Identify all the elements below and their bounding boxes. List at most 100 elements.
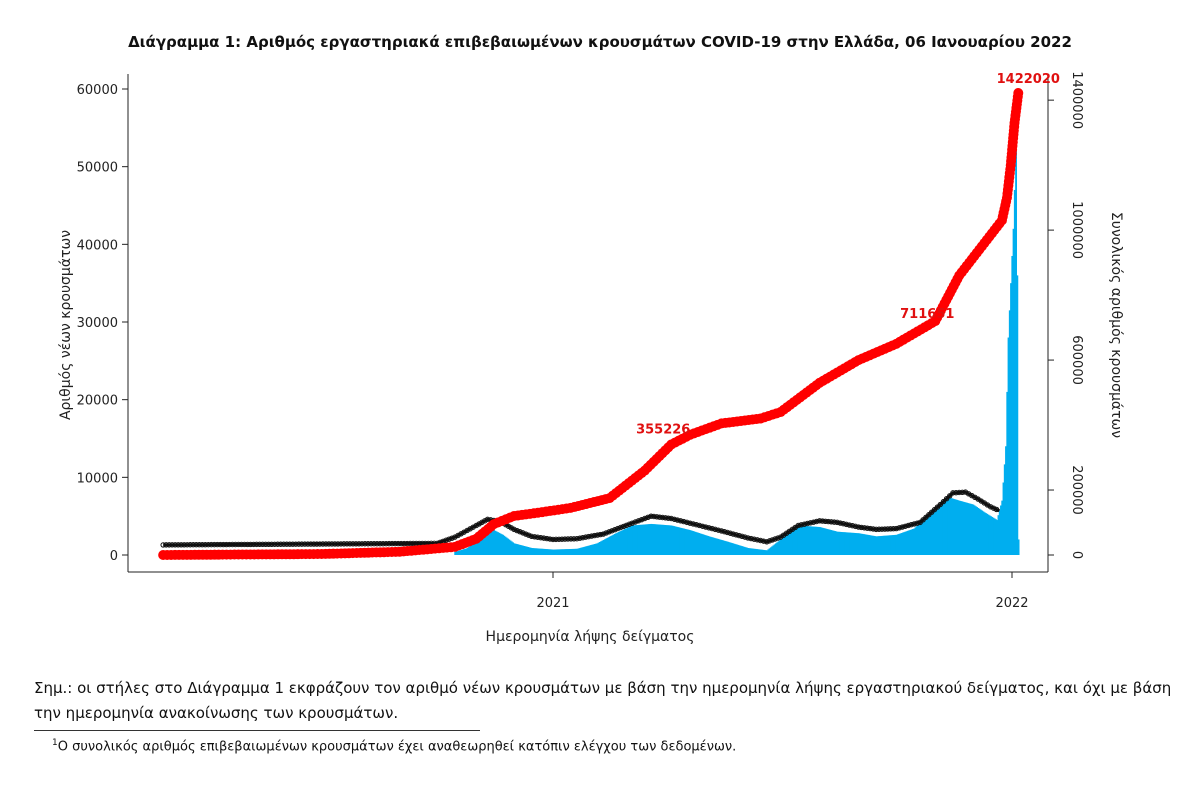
bar [572,548,575,555]
black-series-point [896,525,902,531]
black-series-point [163,542,169,548]
bar [580,547,582,555]
black-series-point [706,525,712,531]
black-series-point [687,520,693,526]
black-series-point [190,542,196,548]
bar [759,549,762,555]
black-series-point [727,530,734,536]
bar [831,530,834,555]
bar [512,542,514,555]
bar [939,503,942,555]
black-series-point [879,526,885,532]
bar [689,530,692,555]
bar [925,516,928,555]
black-series-point [577,535,583,541]
bar [527,547,530,555]
bar [573,548,576,555]
bar [954,499,957,555]
bar [748,548,751,555]
black-series-point [623,522,630,529]
bar [712,537,714,555]
black-series-point [528,533,535,540]
black-series-point [870,526,876,532]
black-series-point [211,541,218,548]
bar [544,549,547,555]
red-series-point [1013,88,1024,98]
bar [529,547,532,555]
bar [605,538,608,555]
bar [735,544,738,555]
bar [895,534,898,555]
black-series-point [293,541,299,547]
bar [568,549,571,555]
bar [734,544,737,555]
bar [803,525,806,555]
bar [1008,310,1011,555]
black-series-point [748,535,754,542]
bar [808,526,811,555]
black-series-point [864,525,871,531]
black-series-point [514,527,520,534]
black-series-point [742,534,748,540]
bar [575,548,577,555]
bar [525,546,528,555]
bar [458,550,460,555]
bar [917,525,919,555]
bar [826,529,829,555]
bar [666,525,669,555]
bar [913,528,916,555]
bar [1015,151,1018,555]
bar [1011,255,1014,555]
black-series-point [305,541,311,547]
bar [958,500,961,555]
black-series-point [730,531,736,537]
black-series-point [766,538,773,544]
black-series-point [733,532,739,538]
bar [791,530,794,555]
bar [494,530,497,555]
black-series-point [449,535,455,541]
black-series-point [950,490,956,496]
bar [890,535,893,555]
black-series-point [810,519,817,525]
bar [806,526,809,555]
black-series-point [220,541,227,548]
bar [1005,446,1007,555]
bar [588,545,591,555]
black-series-point [724,529,731,536]
bar [583,546,586,555]
black-series-point [443,537,449,543]
black-series-point [606,529,612,535]
bar [509,540,512,555]
bar [719,539,722,555]
black-series-point [632,519,639,525]
bar [675,526,678,555]
bar [642,524,645,555]
black-series-point [825,518,832,525]
bar [796,526,799,555]
bar [486,531,489,555]
black-series-point [296,541,302,547]
bar [655,524,658,555]
black-series-point [368,541,374,547]
black-series-point [893,525,900,532]
bar [523,546,526,555]
bar [846,532,849,555]
bar [468,546,470,555]
black-series-point [326,541,332,547]
bar [536,548,538,555]
footnote: 1Ο συνολικός αριθμός επιβεβαιωμένων κρου… [52,738,1152,754]
bar [986,513,989,555]
bar [825,528,828,555]
bar [639,524,641,555]
bar [996,520,999,555]
bar [558,549,561,555]
black-series-point [899,524,905,530]
bar [537,548,540,555]
bar [654,524,657,555]
black-series-point [175,542,181,548]
black-series-point [404,540,410,547]
bar [683,528,686,555]
bar [664,525,667,555]
black-series-point [620,523,627,530]
